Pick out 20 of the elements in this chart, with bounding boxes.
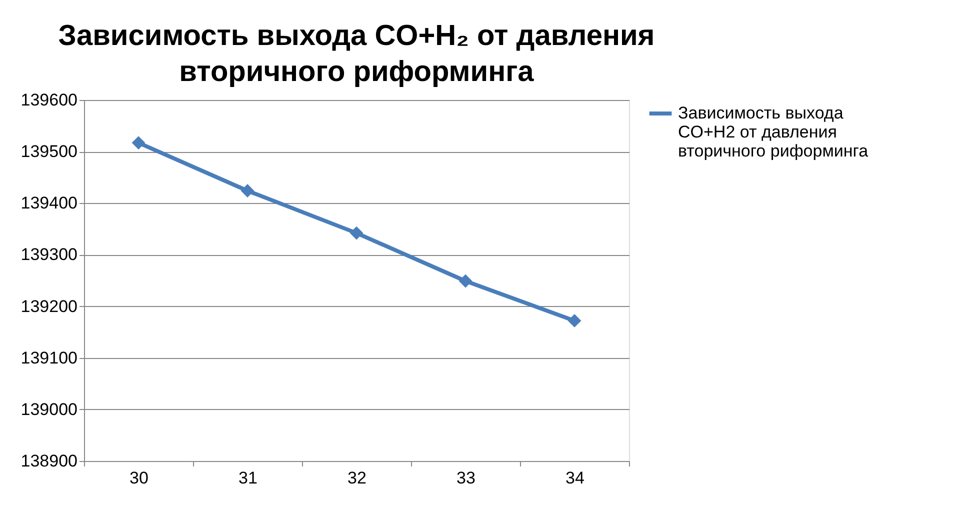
y-tick-label: 139400 <box>20 194 78 213</box>
x-tick-label: 30 <box>130 468 148 488</box>
point <box>350 226 364 240</box>
legend-label: Зависимость выхода CO+H2 от давления вторичного риформинга <box>678 104 869 160</box>
x-tick-label: 34 <box>566 468 584 488</box>
point <box>568 314 582 328</box>
chart-title: Зависимость выхода CO+H₂ от давления вторичного риформинга <box>58 20 655 88</box>
point <box>458 274 472 288</box>
y-tick-label: 139500 <box>20 142 78 162</box>
y-tick-label: 138900 <box>20 452 78 470</box>
y-tick-label: 139600 <box>20 90 78 110</box>
x-tick-label: 33 <box>456 468 476 488</box>
y-tick-label: 139300 <box>20 245 78 264</box>
y-tick-label: 139200 <box>20 296 78 316</box>
y-tick-label: 139100 <box>20 348 78 368</box>
point <box>132 136 146 150</box>
x-tick-label: 31 <box>238 468 258 488</box>
x-tick-label: 32 <box>348 468 366 488</box>
point <box>240 184 254 198</box>
y-tick-label: 139000 <box>20 400 78 419</box>
